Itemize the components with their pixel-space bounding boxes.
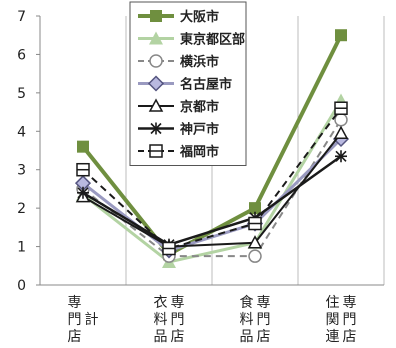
y-tick-label: 4 (17, 124, 26, 140)
legend-entry: 東京都区部 (138, 31, 245, 48)
legend-entry: 横浜市 (138, 54, 219, 70)
category-label-char: 門 (68, 312, 82, 328)
data-point (334, 101, 348, 115)
y-tick-label: 7 (17, 9, 26, 25)
data-point (77, 186, 89, 199)
y-tick-label: 5 (17, 86, 26, 102)
x-tick-label: 専門店 住関連 (326, 295, 357, 345)
data-point (149, 54, 163, 68)
category-label-char: 食 (240, 294, 254, 311)
data-point (333, 125, 349, 139)
x-tick-label: 専門店 食料品 (240, 294, 271, 345)
data-point (247, 235, 263, 249)
y-tick-label: 6 (17, 47, 26, 63)
y-tick-label: 3 (17, 163, 26, 179)
category-label-char: 衣 (154, 295, 168, 311)
category-label-char: 専 (343, 295, 357, 311)
legend-entry: 大阪市 (138, 9, 219, 25)
series-7 (76, 101, 348, 256)
data-point (162, 241, 176, 256)
data-point (150, 122, 162, 135)
category-label-char: 料 (154, 312, 168, 328)
y-tick-label: 2 (17, 201, 26, 217)
series-line (82, 99, 343, 264)
category-label-char: 品 (154, 329, 168, 345)
legend-label: 福岡市 (179, 144, 219, 160)
legend-entry: 名古屋市 (138, 75, 232, 93)
category-label-char: 店 (257, 329, 271, 345)
category-label-char: 住 (326, 295, 340, 311)
legend-label: 神戸市 (180, 122, 219, 138)
category-label-char: 料 (240, 312, 254, 328)
data-point (147, 75, 165, 92)
legend-label: 京都市 (180, 99, 219, 115)
category-label-char: 店 (68, 329, 82, 345)
category-label-char: 店 (171, 329, 185, 345)
legend-label: 東京都区部 (180, 32, 245, 48)
legend-entry: 神戸市 (138, 122, 219, 138)
data-point (148, 98, 164, 112)
data-point (150, 10, 162, 22)
legend-label: 大阪市 (180, 9, 219, 25)
category-label-char: 専 (171, 295, 185, 311)
data-point (334, 113, 348, 127)
data-point (335, 150, 347, 163)
category-label-char: 専 (257, 295, 271, 311)
series-line (82, 155, 342, 246)
y-axis: 0 1 2 3 4 5 6 7 (17, 9, 41, 294)
category-label-char: 品 (240, 329, 254, 345)
category-label-char: 門 (257, 312, 271, 328)
data-point (77, 140, 89, 153)
series-line (82, 107, 342, 250)
data-point (335, 29, 347, 42)
category-label-char: 関 (326, 312, 340, 328)
category-label-char: 専 (68, 295, 82, 311)
legend-entry: 京都市 (138, 98, 219, 115)
data-point (149, 31, 163, 45)
data-point (248, 216, 262, 231)
data-point (249, 202, 261, 215)
y-tick-label: 1 (17, 240, 26, 256)
y-tick-label: 0 (17, 278, 26, 294)
legend-entry: 福岡市 (138, 144, 219, 160)
category-label-char: 計 (85, 312, 99, 328)
data-point (149, 144, 163, 158)
data-point (248, 249, 262, 263)
plot-area (74, 29, 350, 268)
category-label-char: 門 (171, 312, 185, 328)
legend-label: 名古屋市 (180, 77, 232, 93)
category-label-char: 連 (326, 329, 340, 345)
legend-label: 横浜市 (180, 54, 219, 70)
x-tick-label: 専門店 衣料品 (154, 295, 185, 345)
data-point (76, 162, 90, 177)
category-label-char: 門 (343, 312, 357, 328)
category-label-char: 店 (343, 329, 357, 345)
